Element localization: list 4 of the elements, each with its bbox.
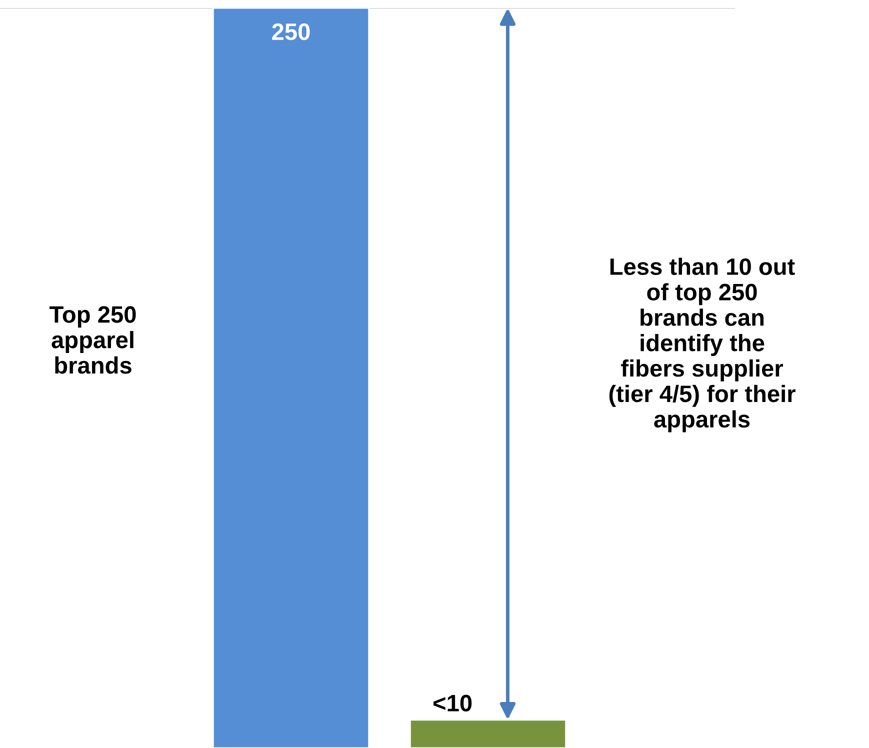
data-label: 250 (272, 23, 310, 40)
text: Top 250 apparel brands (50, 306, 136, 374)
text: Less than 10 out of top 250 brands can identify the fibers supplier (tier 4/5) for their apparels (609, 258, 796, 432)
data-label: <10 (434, 694, 472, 712)
